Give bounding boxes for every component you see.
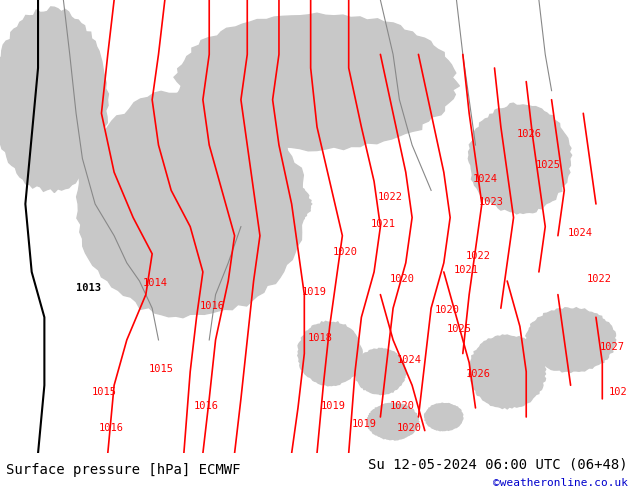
Text: 1026: 1026 [466, 369, 491, 379]
Text: 1024: 1024 [567, 228, 593, 239]
Text: 1025: 1025 [447, 323, 472, 334]
Text: 1024: 1024 [396, 355, 422, 366]
Text: 102: 102 [609, 387, 628, 397]
Text: 1022: 1022 [377, 192, 403, 202]
Text: 1019: 1019 [352, 419, 377, 429]
Text: 1016: 1016 [200, 301, 225, 311]
Text: 1013: 1013 [76, 283, 101, 293]
Polygon shape [425, 403, 463, 431]
Text: 1021: 1021 [371, 220, 396, 229]
Text: 1022: 1022 [466, 251, 491, 261]
Polygon shape [354, 348, 406, 394]
Polygon shape [77, 89, 306, 318]
Text: Surface pressure [hPa] ECMWF: Surface pressure [hPa] ECMWF [6, 463, 241, 477]
Text: 1021: 1021 [453, 265, 479, 275]
Polygon shape [0, 7, 108, 193]
Text: 1014: 1014 [143, 278, 168, 288]
Text: 1018: 1018 [307, 333, 333, 343]
Text: 1020: 1020 [434, 305, 460, 316]
Polygon shape [174, 13, 460, 151]
Polygon shape [526, 308, 616, 372]
Text: 1027: 1027 [599, 342, 624, 352]
Polygon shape [221, 176, 312, 232]
Text: 1024: 1024 [472, 174, 498, 184]
Polygon shape [368, 403, 419, 440]
Text: 1020: 1020 [390, 274, 415, 284]
Text: 1015: 1015 [149, 365, 174, 374]
Text: Su 12-05-2024 06:00 UTC (06+48): Su 12-05-2024 06:00 UTC (06+48) [368, 457, 628, 471]
Text: 1016: 1016 [193, 401, 219, 411]
Text: 1020: 1020 [390, 401, 415, 411]
Text: 1023: 1023 [479, 196, 504, 207]
Text: ©weatheronline.co.uk: ©weatheronline.co.uk [493, 478, 628, 488]
Text: 1026: 1026 [517, 129, 542, 139]
Text: 1022: 1022 [586, 274, 612, 284]
Text: 1019: 1019 [320, 401, 346, 411]
Text: 1016: 1016 [98, 423, 124, 433]
Text: 1015: 1015 [92, 387, 117, 397]
Polygon shape [469, 103, 572, 214]
Text: 1020: 1020 [396, 423, 422, 433]
Text: 1025: 1025 [536, 160, 561, 171]
Text: 1020: 1020 [333, 246, 358, 257]
Polygon shape [190, 231, 267, 277]
Text: 1019: 1019 [301, 287, 327, 297]
Polygon shape [469, 335, 546, 409]
Polygon shape [298, 321, 362, 386]
